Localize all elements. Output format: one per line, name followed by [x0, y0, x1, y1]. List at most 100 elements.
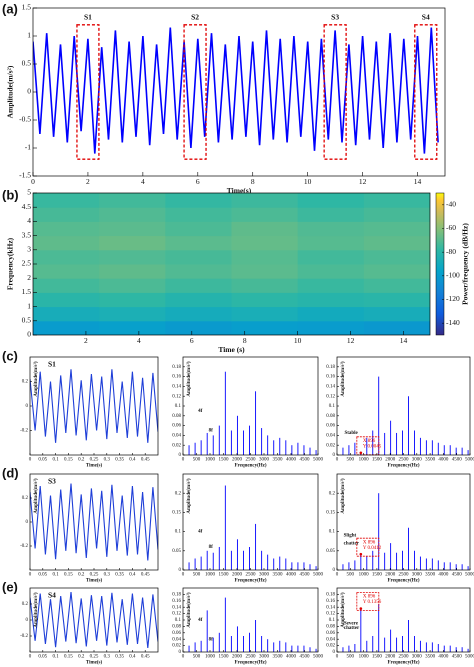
y-tick-label: 0: [26, 618, 29, 623]
plot-area: [188, 597, 317, 652]
x-tick-label: 1000: [205, 655, 216, 660]
x-tick-label: 1500: [372, 573, 383, 578]
heat-cell: [165, 292, 232, 308]
colorbar-tick-label: -100: [446, 271, 460, 280]
y-tick-label: -0.2: [20, 544, 28, 549]
y-tick-label: 1.5: [22, 3, 32, 12]
heat-cell: [297, 292, 365, 308]
x-tick-label: 14: [400, 336, 408, 345]
axes-frame: [336, 473, 471, 571]
x-tick-label: 0.15: [64, 573, 73, 578]
y-tick-label: 0.16: [172, 599, 181, 604]
x-tick-label: 3500: [425, 655, 436, 660]
y-tick-label: 3: [27, 245, 31, 254]
panel-title: S4: [48, 591, 56, 600]
y-tick-label: 2.5: [22, 259, 32, 268]
x-tick-label: 1000: [359, 655, 370, 660]
colorbar-tick-label: -80: [446, 247, 456, 256]
x-axis-label: Frequency(Hz): [387, 464, 419, 469]
x-tick-label: 0.25: [90, 458, 99, 463]
x-tick-label: 5000: [465, 573, 474, 578]
y-tick-label: 0.18: [326, 365, 335, 370]
x-tick-label: 500: [193, 458, 201, 463]
y-tick-label: 0.18: [172, 593, 181, 598]
x-tick-label: 3000: [259, 458, 270, 463]
x-tick-label: 0.15: [64, 655, 73, 660]
heat-cell: [231, 292, 299, 308]
y-tick-label: 0.18: [172, 365, 181, 370]
y-tick-label: 0.15: [326, 511, 335, 516]
panel: (a) 0 2 4 6 8 10 12 14 -1.5 -1 -0.5 0 0.5 1 1.5 Time(s) A…: [2, 1, 446, 195]
box-label: S4: [422, 13, 430, 22]
x-tick-label: 4500: [300, 573, 311, 578]
x-tick-label: 2500: [399, 458, 410, 463]
panel: (d) 0 0.05 0.1 0.15 0.2 0.25 0.3 0.35 0.4 0.45 -0.2…: [2, 465, 159, 584]
panel-label: (d): [2, 465, 19, 480]
x-tick-label: 2000: [385, 655, 396, 660]
y-tick-label: 0: [27, 87, 31, 96]
x-tick-label: 0.25: [90, 655, 99, 660]
y-axis-label: Amplitude(m/s²): [186, 361, 192, 396]
y-tick-label: 0.14: [326, 385, 335, 390]
y-tick-label: 0.2: [175, 491, 182, 496]
heat-cell: [363, 207, 430, 222]
y-tick-label: 0.04: [172, 434, 181, 439]
y-tick-label: 0.2: [329, 491, 336, 496]
colorbar-tick-label: -120: [446, 294, 460, 303]
x-tick-label: 5000: [313, 458, 324, 463]
x-tick-label: 4000: [286, 458, 297, 463]
highlight-box: [183, 24, 207, 160]
x-axis-label: Frequency(Hz): [387, 661, 419, 666]
heat-cell: [231, 193, 299, 208]
y-tick-label: 3.5: [22, 230, 32, 239]
y-tick-label: 0.12: [326, 612, 335, 617]
x-tick-label: 0.25: [90, 573, 99, 578]
annotation: 4f: [198, 530, 203, 535]
heat-cell: [33, 264, 100, 279]
annotation: 8f: [209, 637, 214, 642]
axes-frame: [182, 473, 319, 571]
y-tick-label: 0: [26, 520, 29, 525]
highlight-box: [76, 24, 100, 160]
panel: 0 500 1000 1500 2000 2500 3000 3500 4000 4500 5000…: [172, 587, 324, 666]
x-tick-label: 2500: [246, 573, 257, 578]
x-tick-label: 2500: [399, 573, 410, 578]
x-axis-label: Time(s): [86, 579, 103, 584]
heat-cell: [165, 249, 232, 265]
panel-label: (b): [2, 187, 19, 202]
box-label: S3: [331, 13, 339, 22]
y-tick-label: 0.1: [329, 618, 336, 623]
heat-cell: [297, 306, 365, 322]
heat-cell: [165, 193, 232, 208]
plot-area: [30, 369, 158, 443]
x-tick-label: 12: [347, 336, 355, 345]
x-tick-label: 0: [336, 573, 339, 578]
heat-cell: [99, 306, 166, 322]
heat-cell: [99, 278, 166, 293]
panel: 0 500 1000 1500 2000 2500 3000 3500 4000 4500 5000…: [172, 356, 324, 469]
y-tick-label: 0: [333, 453, 336, 458]
heat-cell: [99, 221, 166, 237]
annotation: 8f: [209, 545, 214, 550]
y-tick-label: 0.1: [329, 530, 336, 535]
x-tick-label: 14: [414, 177, 422, 186]
y-tick-label: 0.16: [326, 375, 335, 380]
x-tick-label: 8: [243, 336, 247, 345]
annotation: Severe: [344, 621, 359, 626]
panel: 0 500 1000 1500 2000 2500 3000 3500 4000 4500 5000…: [326, 587, 474, 666]
heat-cell: [363, 320, 430, 335]
annotation: 4f: [198, 618, 203, 623]
x-tick-label: 3000: [259, 655, 270, 660]
y-tick-label: 0: [333, 650, 336, 655]
x-tick-label: 0.1: [52, 573, 59, 578]
heat-cell: [165, 221, 232, 237]
x-tick-label: 0.35: [115, 655, 124, 660]
x-tick-label: 1500: [372, 458, 383, 463]
marker-label: Y 0.0412: [363, 546, 382, 551]
x-tick-label: 500: [347, 655, 355, 660]
axes-frame: [182, 587, 319, 653]
x-tick-label: 5000: [465, 458, 474, 463]
x-tick-label: 2000: [232, 573, 243, 578]
heat-cell: [297, 193, 365, 208]
heat-cell: [99, 193, 166, 208]
